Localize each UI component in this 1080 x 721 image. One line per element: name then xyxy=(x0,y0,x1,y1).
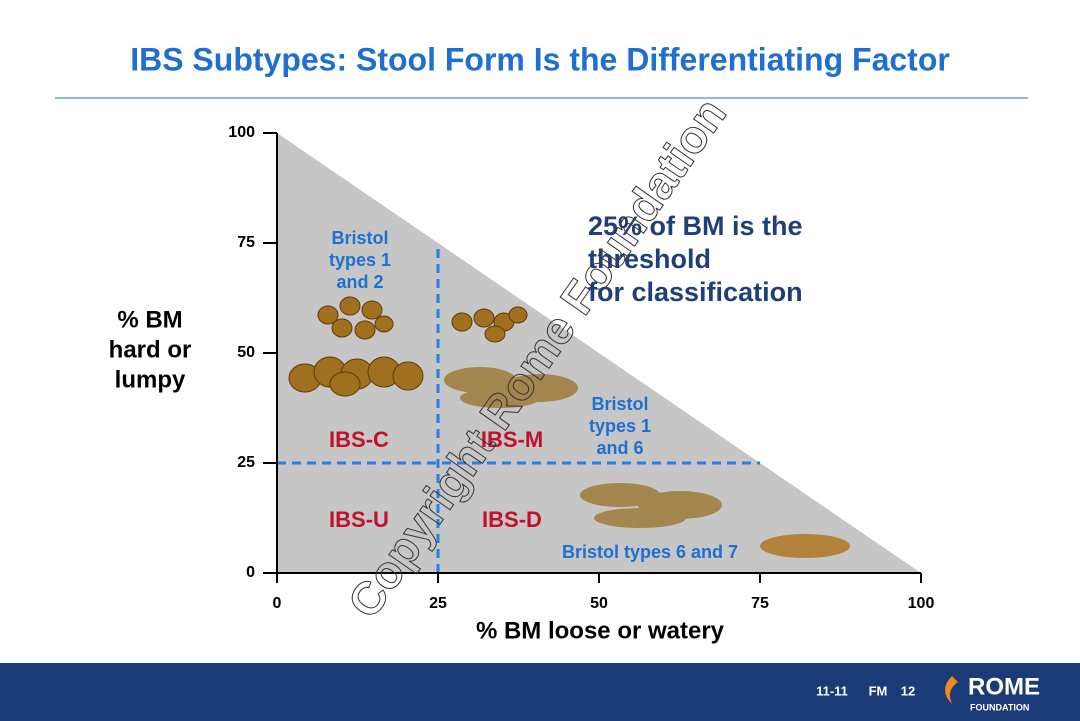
bristol-label: types 1 xyxy=(589,416,651,436)
y-tick-label: 50 xyxy=(237,344,255,361)
bristol-label: and 2 xyxy=(336,272,383,292)
x-tick-label: 50 xyxy=(590,595,608,612)
slide-title: IBS Subtypes: Stool Form Is the Differen… xyxy=(130,41,950,77)
region-label: IBS-D xyxy=(482,507,542,532)
annotation: 25% of BM is the xyxy=(588,211,803,241)
x-tick-label: 0 xyxy=(273,595,282,612)
region-label: IBS-C xyxy=(329,427,389,452)
y-tick-label: 100 xyxy=(228,124,255,141)
y-tick-label: 75 xyxy=(237,234,255,251)
logo-subtext: FOUNDATION xyxy=(970,702,1029,712)
footer-band xyxy=(0,663,1080,721)
y-axis-label: % BM xyxy=(117,306,182,333)
y-axis-label: hard or xyxy=(109,336,192,363)
footer-page: 12 xyxy=(901,683,915,698)
y-axis-label: lumpy xyxy=(115,366,186,393)
logo-icon xyxy=(945,676,958,704)
bristol-label: types 1 xyxy=(329,250,391,270)
bristol-label: Bristol types 6 and 7 xyxy=(562,542,738,562)
x-tick-label: 25 xyxy=(429,595,447,612)
plot: 0 25 50 75 100 0 25 50 75 100 % BM loose or watery… xyxy=(109,124,935,644)
stool-images xyxy=(288,296,850,558)
annotation: for classification xyxy=(588,277,803,307)
footer-module: FM xyxy=(869,683,888,698)
y-tick-label: 0 xyxy=(246,564,255,581)
region-label: IBS-U xyxy=(329,507,389,532)
x-tick-label: 75 xyxy=(751,595,769,612)
annotation: threshold xyxy=(588,244,711,274)
bristol-label: Bristol xyxy=(591,394,648,414)
bristol-label: Bristol xyxy=(331,228,388,248)
region-label: IBS-M xyxy=(481,427,543,452)
bristol-label: and 6 xyxy=(596,438,643,458)
x-axis-label: % BM loose or watery xyxy=(476,617,725,644)
x-tick-label: 100 xyxy=(908,595,935,612)
logo-text: ROME xyxy=(968,673,1040,700)
footer-slide-id: 11-11 xyxy=(816,683,848,698)
y-tick-label: 25 xyxy=(237,454,255,471)
